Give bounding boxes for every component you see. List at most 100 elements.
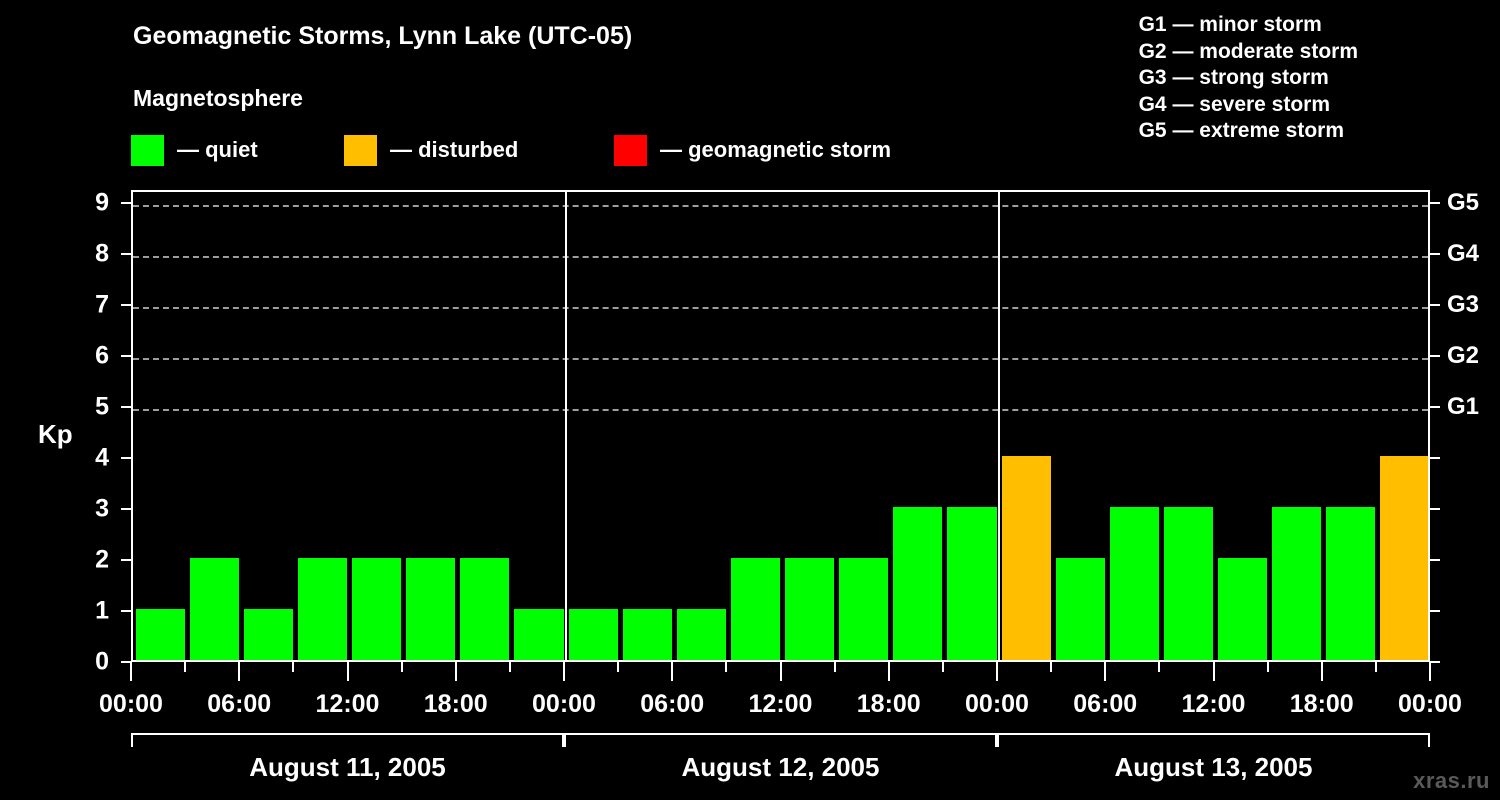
bar [1055, 557, 1105, 660]
gridline-kp-7 [133, 306, 1428, 309]
right-tick-mark-kp-4 [1430, 456, 1440, 459]
x-tick-major [130, 662, 132, 681]
y-tick-label-1: 1 [95, 596, 109, 625]
g-tick-label-G4: G4 [1447, 239, 1480, 267]
y-tick-label-2: 2 [95, 545, 109, 574]
x-tick-label: 00:00 [1398, 690, 1462, 718]
x-tick-label: 18:00 [856, 690, 921, 718]
y-tick-label-6: 6 [95, 341, 109, 370]
g-tick-label-G3: G3 [1447, 290, 1480, 318]
y-tick-label-5: 5 [95, 392, 109, 421]
g-tick-label-G2: G2 [1447, 341, 1480, 369]
day-separator [565, 192, 567, 660]
right-tick-mark-kp-6 [1430, 354, 1440, 357]
right-tick-mark-kp-7 [1430, 303, 1440, 306]
x-tick-major [1429, 662, 1431, 681]
plot-inner [133, 192, 1428, 660]
y-tick-label-9: 9 [95, 188, 109, 217]
y-tick-mark-2 [121, 558, 131, 561]
x-tick-minor [508, 662, 511, 672]
gridline-kp-6 [133, 357, 1428, 360]
y-tick-mark-8 [121, 252, 131, 255]
y-tick-label-8: 8 [95, 239, 109, 268]
bar [406, 557, 456, 660]
y-tick-mark-1 [121, 609, 131, 612]
x-tick-major [1320, 662, 1323, 681]
x-tick-label: 12:00 [1181, 690, 1246, 718]
disturbed-legend: — disturbed [344, 134, 518, 166]
y-tick-mark-4 [121, 456, 131, 459]
right-tick-mark-kp-8 [1430, 252, 1440, 255]
day-bracket [131, 733, 564, 747]
gscale-row-5: G5 — extreme storm [1138, 119, 1345, 142]
bar [1109, 506, 1159, 660]
x-tick-minor [941, 662, 944, 672]
x-tick-major [238, 662, 241, 681]
x-tick-major [671, 662, 674, 681]
x-tick-label: 12:00 [315, 690, 380, 718]
quiet-legend-label: — quiet [177, 137, 258, 162]
y-tick-mark-0 [121, 661, 131, 663]
disturbed-legend-label: — disturbed [390, 137, 519, 162]
x-tick-major [779, 662, 782, 681]
g-tick-label-G5: G5 [1447, 188, 1480, 216]
bar [947, 506, 997, 660]
bar [1218, 557, 1268, 660]
x-tick-label: 00:00 [965, 690, 1029, 718]
gscale-row-3: G3 — strong storm [1138, 66, 1329, 89]
x-tick-label: 00:00 [532, 690, 596, 718]
x-tick-minor [1158, 662, 1161, 672]
gridline-kp-9 [133, 204, 1428, 207]
storm-legend: — geomagnetic storm [614, 134, 891, 166]
right-tick-mark-kp-5 [1430, 405, 1440, 408]
y-tick-label-3: 3 [95, 494, 109, 523]
g-tick-label-G1: G1 [1447, 392, 1480, 420]
gscale-legend: G1 — minor storm G2 — moderate storm G3 — … [1139, 12, 1358, 145]
x-tick-minor [1050, 662, 1053, 672]
y-tick-mark-5 [121, 405, 131, 408]
x-tick-minor [292, 662, 295, 672]
disturbed-swatch-icon [344, 134, 377, 166]
bar [785, 557, 835, 660]
x-tick-major [887, 662, 890, 681]
gscale-row-4: G4 — severe storm [1138, 92, 1331, 116]
x-tick-minor [725, 662, 728, 672]
day-separator [998, 192, 1000, 660]
x-tick-major [563, 662, 565, 681]
right-tick-mark-kp-0 [1430, 661, 1440, 663]
storm-legend-label: — geomagnetic storm [660, 137, 892, 162]
right-tick-mark-kp-3 [1430, 507, 1440, 510]
day-label: August 12, 2005 [681, 752, 880, 782]
x-tick-major [346, 662, 349, 681]
x-tick-minor [617, 662, 620, 672]
x-tick-label: 00:00 [99, 690, 163, 718]
x-tick-major [1212, 662, 1215, 681]
gridline-kp-5 [133, 408, 1428, 411]
y-tick-mark-3 [121, 507, 131, 510]
x-tick-minor [1374, 662, 1377, 672]
y-tick-mark-7 [121, 303, 131, 306]
bar [189, 557, 239, 660]
x-tick-minor [1266, 662, 1269, 672]
y-tick-mark-9 [121, 201, 131, 204]
bar [730, 557, 780, 660]
y-tick-label-7: 7 [95, 290, 109, 319]
watermark: xras.ru [1413, 768, 1490, 793]
gridline-kp-8 [133, 255, 1428, 258]
bar [568, 608, 618, 660]
page-title: Geomagnetic Storms, Lynn Lake (UTC-05) [133, 22, 633, 50]
y-tick-mark-6 [121, 354, 131, 357]
x-tick-major [996, 662, 998, 681]
bar [135, 608, 185, 660]
bar [514, 608, 564, 660]
quiet-legend: — quiet [131, 134, 258, 166]
x-tick-label: 06:00 [207, 690, 272, 718]
x-tick-label: 18:00 [423, 690, 488, 718]
bar [893, 506, 943, 660]
series-title: Magnetosphere [133, 85, 303, 111]
bar [352, 557, 402, 660]
bar [676, 608, 726, 660]
y-axis-label: Kp [38, 419, 73, 449]
right-tick-mark-kp-1 [1430, 609, 1440, 612]
x-tick-label: 18:00 [1289, 690, 1354, 718]
